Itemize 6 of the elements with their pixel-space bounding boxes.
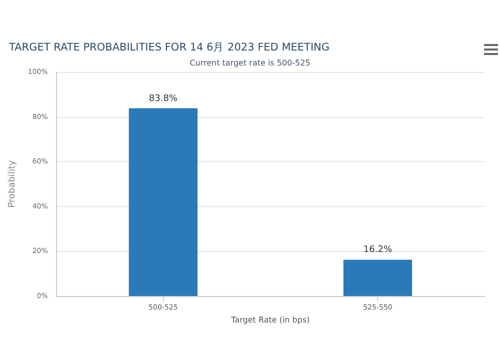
data-label: 83.8% [148,94,178,104]
chart-subtitle: Current target rate is 500-525 [190,58,310,68]
x-axis-title: Target Rate (in bps) [230,316,310,324]
chart-title: TARGET RATE PROBABILITIES FOR 14 6月 2023 FED MEETING [8,42,330,54]
data-label: 16.2% [363,245,392,256]
y-axis-title: Probability [8,160,18,208]
